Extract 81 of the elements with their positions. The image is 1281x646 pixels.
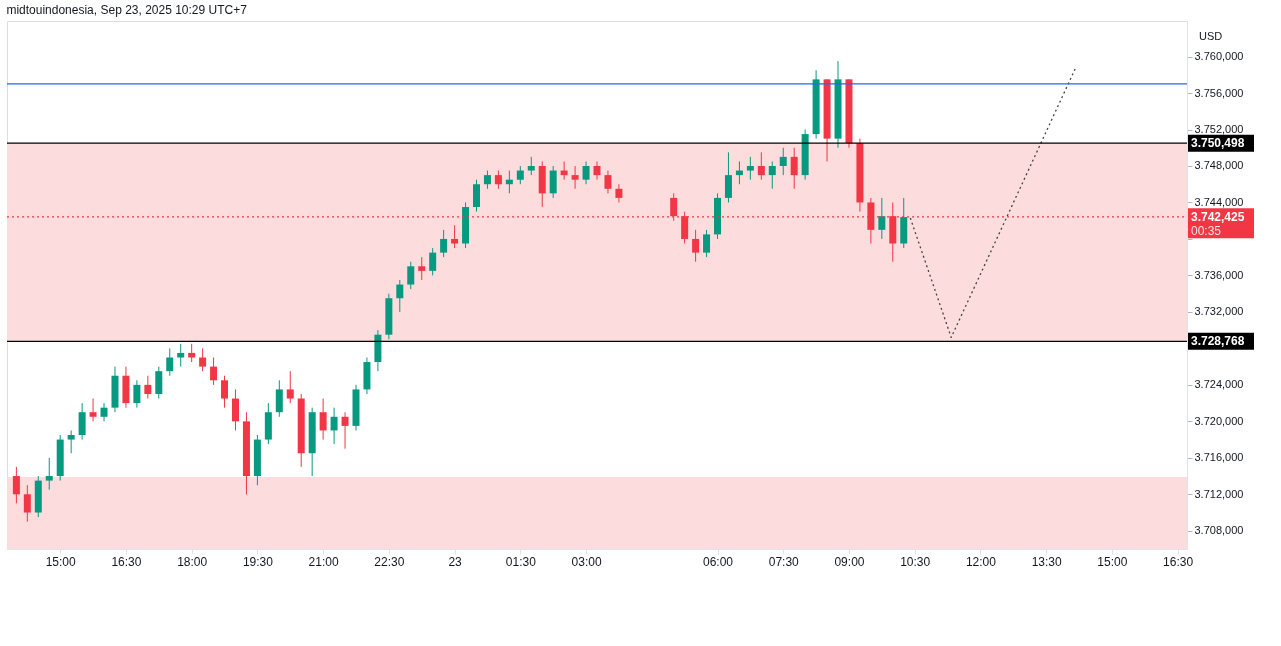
- candlestick: [440, 229, 448, 258]
- candlestick: [100, 402, 108, 422]
- candlestick: [483, 170, 491, 190]
- candlestick: [582, 160, 590, 185]
- candlestick: [746, 156, 754, 181]
- y-tick-label: 3.732,000: [1194, 305, 1244, 318]
- x-tick-label: 22:30: [374, 554, 405, 569]
- x-tick-label: 13:30: [1031, 554, 1062, 569]
- y-tick-label: 3.760,000: [1194, 50, 1244, 63]
- y-tick-label: 3.716,000: [1194, 451, 1244, 464]
- x-tick-label: 07:30: [768, 554, 800, 569]
- candlestick: [429, 247, 437, 276]
- candlestick: [878, 197, 886, 240]
- candlestick: [45, 457, 53, 491]
- candlestick: [527, 156, 535, 176]
- ref-line-label: 3.742,425: [1191, 209, 1245, 224]
- x-tick-label: 16:30: [111, 554, 142, 569]
- candlestick: [494, 170, 502, 190]
- x-tick-label: 23: [448, 554, 463, 569]
- x-tick-label: 19:30: [242, 554, 274, 569]
- chart-title: midtouindonesia, Sep 23, 2025 10:29 UTC+7: [6, 3, 248, 17]
- text: 00:35: [1191, 223, 1222, 238]
- candlestick: [210, 357, 218, 386]
- candlestick: [451, 224, 459, 249]
- candlestick: [221, 375, 229, 409]
- text: USD: [1199, 30, 1223, 42]
- x-tick-label: 01:30: [505, 554, 537, 569]
- y-tick-label: 3.752,000: [1194, 123, 1244, 136]
- candlestick: [516, 165, 524, 185]
- candlestick: [790, 147, 798, 190]
- candlestick: [779, 147, 787, 176]
- candlestick: [757, 151, 765, 181]
- candlestick: [604, 170, 612, 194]
- candlestick: [78, 402, 86, 441]
- candlestick: [593, 160, 601, 181]
- y-tick-label: 3.724,000: [1194, 378, 1244, 391]
- y-tick-label: 3.756,000: [1194, 86, 1244, 99]
- candlestick: [768, 160, 776, 190]
- candlestick: [692, 229, 700, 263]
- ref-line-label: 3.750,498: [1191, 136, 1245, 151]
- x-tick-label: 10:30: [900, 554, 931, 569]
- x-tick-label: 16:30: [1163, 554, 1194, 569]
- candlestick: [23, 484, 31, 523]
- y-tick-label: 3.712,000: [1194, 487, 1244, 500]
- ref-line-label: 3.728,768: [1191, 334, 1245, 349]
- x-tick-label: 15:00: [1097, 554, 1128, 569]
- candlestick: [275, 379, 283, 418]
- candlestick: [231, 388, 239, 431]
- candlestick: [418, 256, 426, 281]
- x-tick-label: 09:00: [834, 554, 865, 569]
- candlestick: [286, 370, 294, 404]
- candlestick: [549, 165, 557, 199]
- x-tick-label: 15:00: [45, 554, 77, 569]
- candlestick: [144, 375, 152, 400]
- y-tick-label: 3.720,000: [1194, 414, 1244, 427]
- x-tick-label: 18:00: [177, 554, 208, 569]
- x-tick-label: 12:00: [965, 554, 997, 569]
- candlestick: [341, 411, 349, 450]
- x-tick-label: 06:00: [702, 554, 734, 569]
- candlestick: [12, 466, 20, 504]
- candlestick: [615, 183, 623, 203]
- y-tick-label: 3.744,000: [1194, 195, 1244, 208]
- candlestick: [89, 398, 97, 422]
- candlestick: [407, 261, 415, 290]
- x-tick-label: 03:00: [571, 554, 602, 569]
- candlestick: [724, 151, 732, 203]
- candlestick: [396, 279, 404, 313]
- candlestick: [703, 229, 711, 258]
- candlestick: [319, 398, 327, 441]
- candlestick: [67, 429, 75, 454]
- candlestick: [155, 366, 163, 400]
- candlestick: [199, 347, 207, 372]
- y-tick-label: 3.736,000: [1194, 268, 1244, 281]
- candlestick: [472, 179, 480, 213]
- x-tick-label: 21:00: [308, 554, 339, 569]
- y-tick-label: 3.748,000: [1194, 159, 1244, 172]
- candlestick: [133, 379, 141, 409]
- candlestick: [330, 407, 338, 445]
- candlestick: [166, 347, 174, 377]
- candlestick: [571, 165, 579, 190]
- y-tick-label: 3.708,000: [1194, 524, 1244, 537]
